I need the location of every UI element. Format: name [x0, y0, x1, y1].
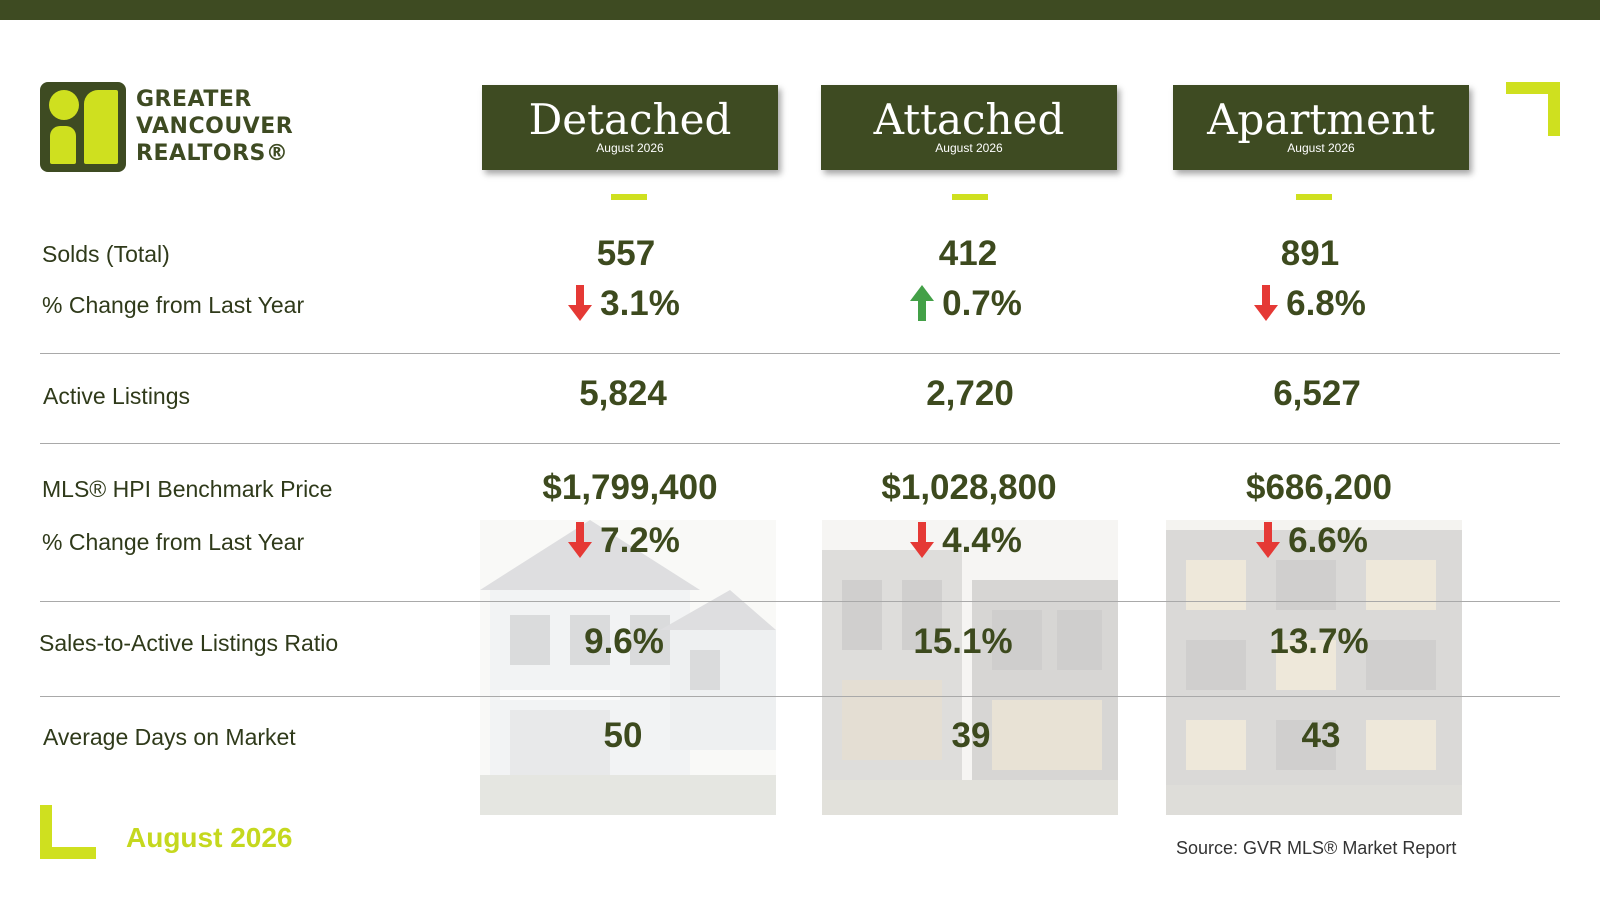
hpi-change-attached: 4.4%: [816, 521, 1116, 561]
header-attached-title: Attached: [873, 95, 1065, 144]
hpi-change-attached-value: 4.4%: [942, 521, 1022, 560]
solds-apartment: 891: [1280, 234, 1340, 273]
header-detached-subtitle: August 2026: [596, 141, 664, 155]
solds-change-apartment-value: 6.8%: [1286, 284, 1366, 323]
hpi-change-apartment: 6.6%: [1162, 521, 1462, 561]
solds-attached: 412: [938, 234, 998, 273]
ratio-apartment: 13.7%: [1269, 622, 1369, 661]
ratio-detached: 9.6%: [584, 622, 664, 661]
source-note: Source: GVR MLS® Market Report: [1176, 838, 1457, 858]
arrow-down-icon: [1256, 522, 1281, 558]
solds-change-detached: 3.1%: [474, 284, 774, 324]
arrow-down-icon: [568, 522, 593, 558]
solds-change-detached-value: 3.1%: [600, 284, 680, 323]
logo-mark-icon: [40, 82, 126, 172]
corner-bracket-top-right: [1506, 82, 1560, 136]
solds-change-attached-value: 0.7%: [942, 284, 1022, 323]
header-detached: Detached August 2026: [482, 85, 778, 170]
header-detached-dash: [611, 194, 647, 200]
row-divider: [40, 601, 1560, 602]
logo-line-1: GREATER: [136, 87, 252, 112]
solds-change-attached: 0.7%: [816, 284, 1116, 324]
active-attached: 2,720: [926, 374, 1014, 413]
logo-wordmark: GREATER VANCOUVER REALTORS®: [136, 86, 316, 167]
arrow-down-icon: [910, 522, 935, 558]
header-attached-dash: [952, 194, 988, 200]
apartment-building-image: [1166, 520, 1462, 815]
row-divider: [40, 353, 1560, 354]
hpi-attached: $1,028,800: [881, 468, 1057, 507]
top-bar: [0, 0, 1600, 20]
row-divider: [40, 696, 1560, 697]
label-solds: Solds (Total): [42, 241, 170, 267]
corner-bracket-bottom-left: [40, 805, 96, 859]
label-active-listings: Active Listings: [43, 383, 191, 409]
hpi-apartment: $686,200: [1246, 468, 1392, 507]
row-divider: [40, 443, 1560, 444]
arrow-down-icon: [1254, 285, 1279, 321]
detached-house-image: [480, 520, 776, 815]
arrow-up-icon: [910, 285, 935, 321]
attached-townhouse-image: [822, 520, 1118, 815]
arrow-down-icon: [568, 285, 593, 321]
header-attached-subtitle: August 2026: [935, 141, 1003, 155]
ratio-attached: 15.1%: [913, 622, 1013, 661]
hpi-change-detached: 7.2%: [474, 521, 774, 561]
logo-line-3: REALTORS®: [136, 141, 289, 166]
header-detached-title: Detached: [528, 95, 732, 144]
header-apartment-title: Apartment: [1207, 95, 1435, 144]
label-hpi: MLS® HPI Benchmark Price: [42, 476, 333, 502]
header-apartment-dash: [1296, 194, 1332, 200]
header-apartment: Apartment August 2026: [1173, 85, 1469, 170]
dom-detached: 50: [603, 716, 643, 755]
footer-date: August 2026: [126, 822, 293, 853]
label-ratio: Sales-to-Active Listings Ratio: [39, 630, 339, 656]
solds-change-apartment: 6.8%: [1160, 284, 1460, 324]
header-apartment-subtitle: August 2026: [1287, 141, 1355, 155]
dom-apartment: 43: [1301, 716, 1341, 755]
brand-logo: GREATER VANCOUVER REALTORS®: [40, 82, 310, 174]
hpi-change-apartment-value: 6.6%: [1288, 521, 1368, 560]
hpi-change-detached-value: 7.2%: [600, 521, 680, 560]
active-apartment: 6,527: [1273, 374, 1361, 413]
header-attached: Attached August 2026: [821, 85, 1117, 170]
label-solds-change: % Change from Last Year: [42, 292, 305, 318]
logo-line-2: VANCOUVER: [136, 114, 294, 139]
hpi-detached: $1,799,400: [542, 468, 718, 507]
label-days-on-market: Average Days on Market: [43, 724, 296, 750]
dom-attached: 39: [951, 716, 991, 755]
solds-detached: 557: [596, 234, 656, 273]
label-hpi-change: % Change from Last Year: [42, 529, 305, 555]
active-detached: 5,824: [579, 374, 667, 413]
